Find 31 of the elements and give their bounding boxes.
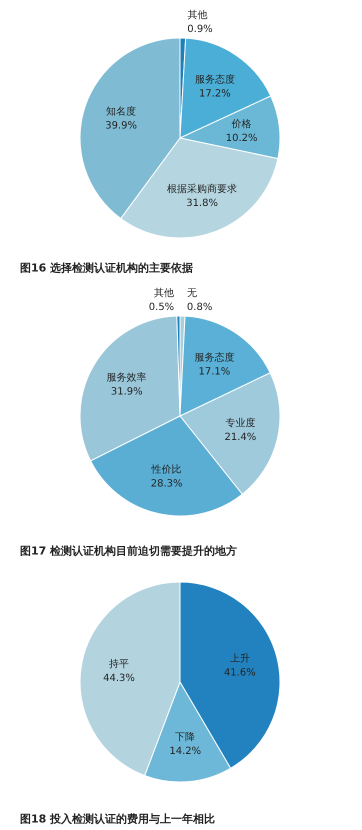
data-label: 21.4% — [224, 432, 256, 443]
slice-label: 无 — [186, 288, 197, 300]
slice-label: 其他 — [187, 9, 208, 22]
slice-label: 其他 — [154, 287, 174, 300]
data-label: 31.8% — [186, 198, 218, 209]
data-label: 0.8% — [186, 302, 212, 314]
text: 图17 检测认证机构目前迫切需要提升的地方 — [20, 544, 238, 558]
slice-label: 价格 — [230, 118, 252, 130]
data-label: 0.9% — [187, 24, 213, 36]
data-label: 0.5% — [148, 302, 174, 314]
slice-label: 知名度 — [106, 106, 136, 118]
data-label: 31.9% — [110, 386, 143, 398]
text: 图16 选择检测认证机构的主要依据 — [20, 261, 194, 274]
data-label: 41.6% — [224, 668, 256, 679]
slice-label: 上升 — [230, 652, 250, 665]
slice-label: 性价比 — [150, 464, 182, 476]
slice-label: 根据采购商要求 — [167, 182, 238, 195]
data-label: 14.2% — [169, 746, 202, 757]
slice-label: 服务态度 — [194, 74, 235, 86]
data-label: 10.2% — [226, 133, 258, 144]
data-label: 17.1% — [198, 366, 230, 378]
slice-label: 服务态度 — [194, 351, 234, 364]
data-label: 39.9% — [105, 120, 137, 132]
data-label: 28.3% — [150, 478, 183, 490]
slice-label: 服务效率 — [106, 371, 147, 384]
slice-label: 下降 — [175, 730, 196, 743]
slice-label: 持平 — [109, 658, 130, 670]
data-label: 44.3% — [103, 672, 135, 684]
slice-label: 专业度 — [225, 416, 256, 429]
data-label: 17.2% — [198, 88, 231, 100]
text: 图18 投入检测认证的费用与上一年相比 — [20, 812, 216, 826]
